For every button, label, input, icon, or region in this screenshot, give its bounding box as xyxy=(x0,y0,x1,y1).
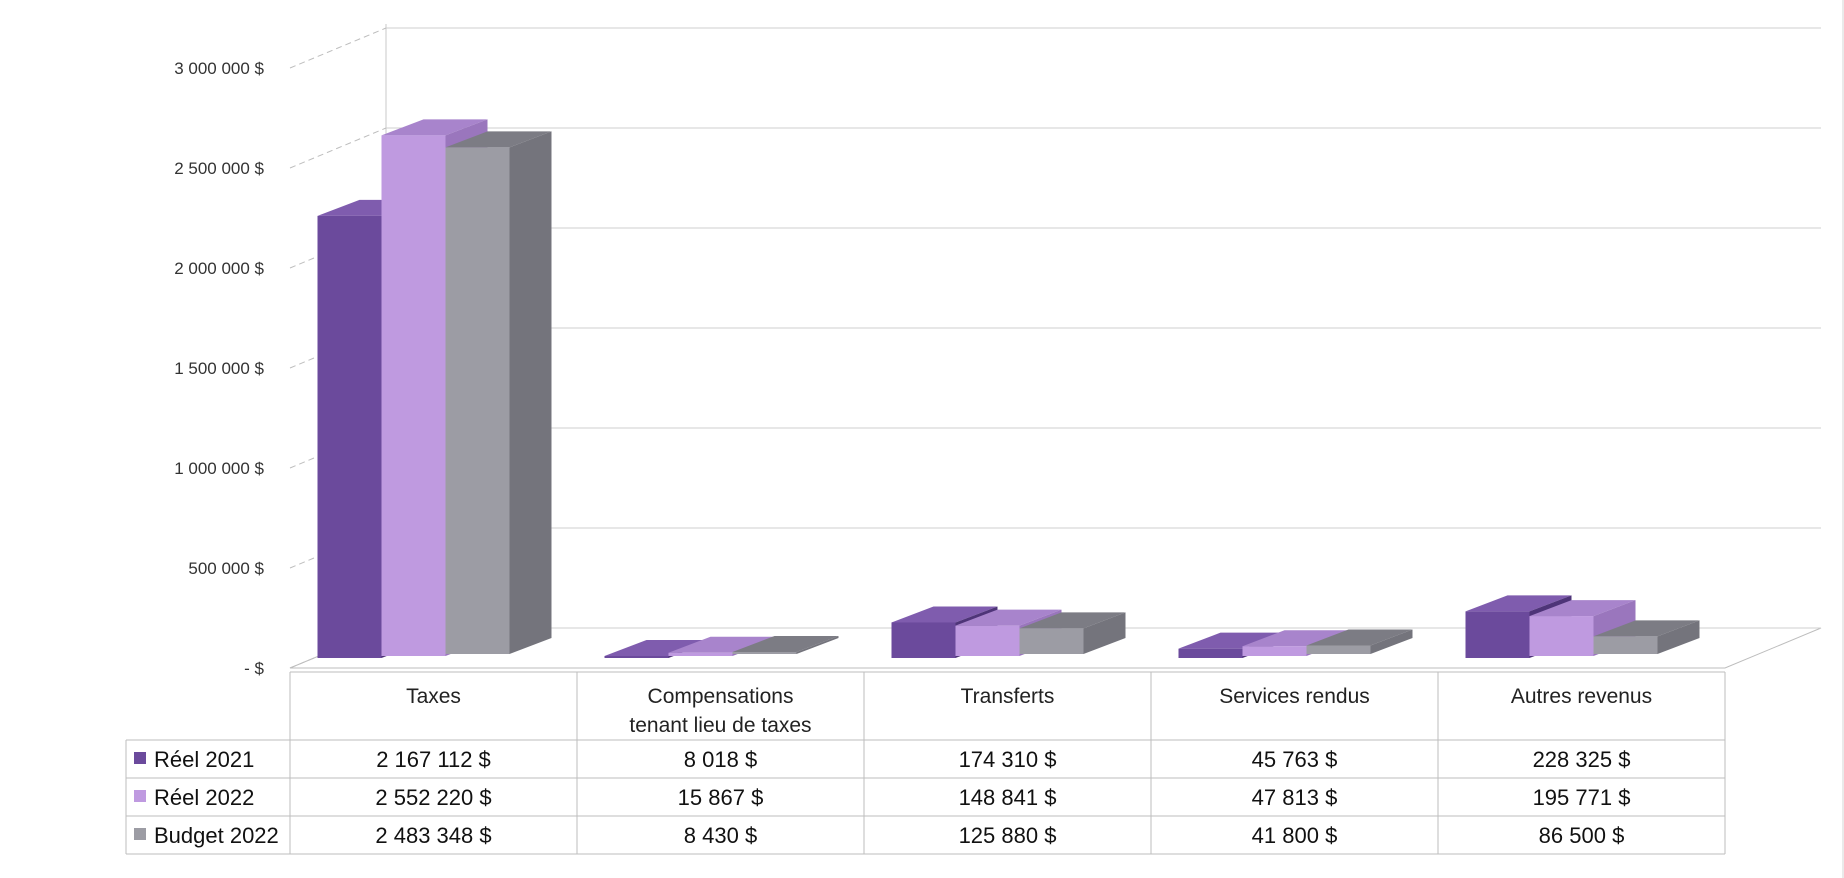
bar-side xyxy=(1083,612,1126,654)
bar-front xyxy=(445,147,510,654)
table-cell: 2 483 348 $ xyxy=(375,823,491,848)
legend-label: Réel 2021 xyxy=(154,747,254,772)
table-cell: 45 763 $ xyxy=(1252,747,1338,772)
bars xyxy=(317,119,1700,658)
gridline-side xyxy=(289,127,387,169)
table-cell: 174 310 $ xyxy=(959,747,1057,772)
bar-front xyxy=(604,656,669,658)
bar-side xyxy=(796,636,839,654)
bar-top xyxy=(1178,632,1285,649)
gridline-side xyxy=(289,27,387,69)
y-axis-tick-labels: - $ 500 000 $ 1 000 000 $ 1 500 000 $ 2 000 … xyxy=(174,59,264,678)
bar-front xyxy=(381,135,446,657)
bar-2-2 xyxy=(1019,612,1126,654)
y-tick-label: 2 500 000 $ xyxy=(174,159,264,178)
y-tick-label: 2 000 000 $ xyxy=(174,259,264,278)
table-cell: 148 841 $ xyxy=(959,785,1057,810)
data-table: Taxes Compensations tenant lieu de taxes Tr… xyxy=(125,671,1726,855)
bar-top xyxy=(1593,620,1700,637)
bar-front xyxy=(317,215,382,658)
legend-key xyxy=(134,752,146,764)
table-cell: 15 867 $ xyxy=(678,785,764,810)
bar-top xyxy=(955,609,1062,626)
bar-top xyxy=(381,119,488,136)
bar-0-2 xyxy=(445,131,552,655)
y-tick-label: 1 000 000 $ xyxy=(174,459,264,478)
bar-side xyxy=(1657,620,1700,654)
bar-front xyxy=(1178,648,1243,658)
bar-top xyxy=(1465,595,1572,612)
bar-front xyxy=(1019,628,1084,654)
bar-front xyxy=(1465,611,1530,658)
bar-top xyxy=(1529,600,1636,617)
legend-key xyxy=(134,828,146,840)
category-label: tenant lieu de taxes xyxy=(629,714,811,737)
bar-side xyxy=(509,131,552,655)
table-cell: 8 430 $ xyxy=(684,823,757,848)
table-cell: 228 325 $ xyxy=(1533,747,1631,772)
table-cell: 2 552 220 $ xyxy=(375,785,491,810)
table-cell: 41 800 $ xyxy=(1252,823,1338,848)
bar-top xyxy=(604,640,711,656)
bar-front xyxy=(732,652,797,654)
table-cell: 125 880 $ xyxy=(959,823,1057,848)
table-cell: 195 771 $ xyxy=(1533,785,1631,810)
bar-front xyxy=(668,652,733,656)
bar-top xyxy=(1306,629,1413,646)
legend-label: Budget 2022 xyxy=(154,823,279,848)
bar-front xyxy=(955,625,1020,656)
category-label: Taxes xyxy=(406,685,461,708)
table-cell: 2 167 112 $ xyxy=(376,747,491,772)
bar-top xyxy=(1019,612,1126,629)
bar-front xyxy=(1529,616,1594,656)
bar-front xyxy=(891,622,956,658)
bar-top xyxy=(732,636,839,652)
bar-1-2 xyxy=(732,636,839,654)
legend-key xyxy=(134,790,146,802)
y-tick-label: 500 000 $ xyxy=(188,559,264,578)
category-label: Transferts xyxy=(961,685,1055,708)
legend-label: Réel 2022 xyxy=(154,785,254,810)
y-tick-label: 3 000 000 $ xyxy=(174,59,264,78)
bar-4-2 xyxy=(1593,620,1700,654)
y-tick-label: 1 500 000 $ xyxy=(174,359,264,378)
y-tick-label: - $ xyxy=(244,659,264,678)
category-label: Autres revenus xyxy=(1511,685,1652,708)
table-cell: 8 018 $ xyxy=(684,747,757,772)
bar-front xyxy=(1593,636,1658,654)
category-label: Compensations xyxy=(648,685,794,708)
bar-top xyxy=(445,131,552,148)
bar-top xyxy=(668,636,775,653)
bar-top xyxy=(891,606,998,623)
bar-front xyxy=(1242,646,1307,656)
table-cell: 86 500 $ xyxy=(1539,823,1625,848)
category-label: Services rendus xyxy=(1219,685,1370,708)
bar-top xyxy=(1242,630,1349,647)
bar-front xyxy=(1306,645,1371,654)
table-cell: 47 813 $ xyxy=(1252,785,1338,810)
bar-side xyxy=(1370,629,1413,654)
bar-3-2 xyxy=(1306,629,1413,654)
